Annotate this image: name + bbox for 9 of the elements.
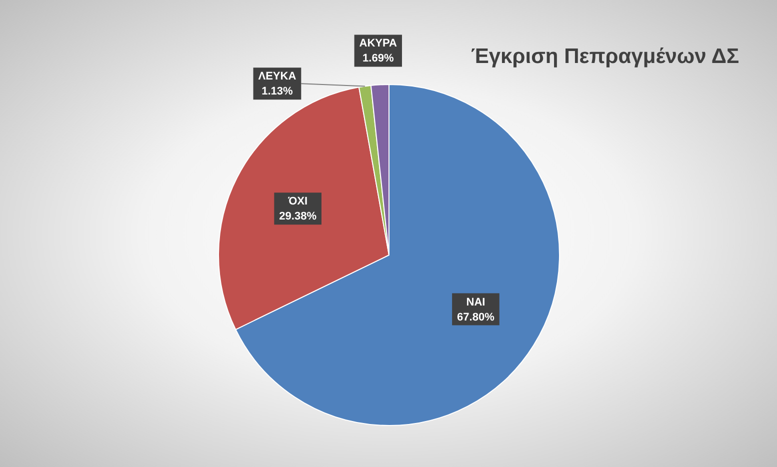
text: Έγκριση Πεπραγμένων ΔΣ <box>470 45 740 69</box>
slice-label: ΛΕΥΚΑ <box>258 70 296 83</box>
slice-label: ΝΑΙ <box>466 296 486 308</box>
slice-label: ΌΧΙ <box>287 196 308 208</box>
data-label: 1.69% <box>362 52 394 65</box>
data-label: 29.38% <box>279 210 317 223</box>
data-label: 1.13% <box>262 86 294 98</box>
data-label: 67.80% <box>457 311 495 324</box>
slice-label: ΑΚΥΡΑ <box>359 38 398 50</box>
